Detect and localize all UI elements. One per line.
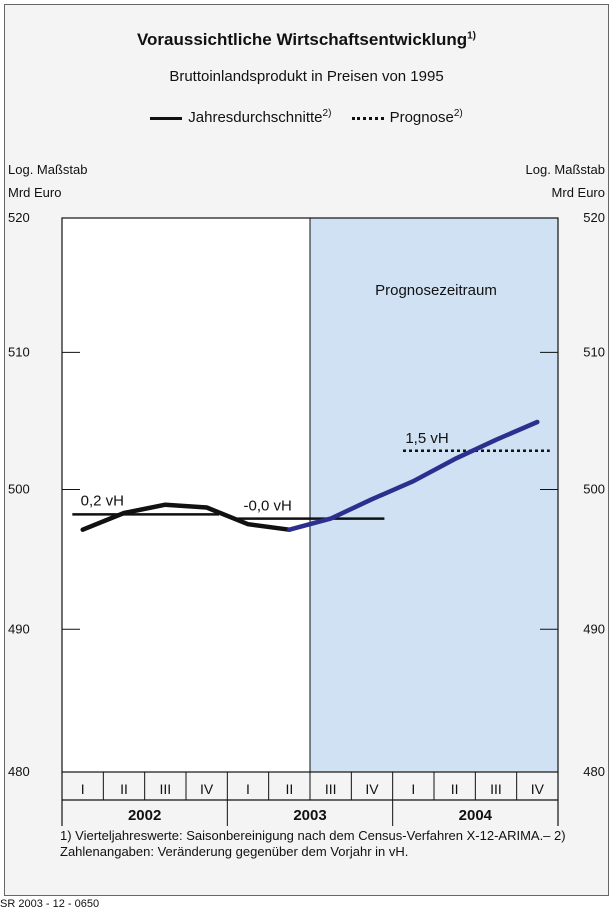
y-tick-label-left: 480 — [8, 764, 30, 779]
legend-solid-line-icon — [150, 116, 183, 120]
x-tick-label-quarter: I — [246, 781, 250, 797]
annual-average-label: -0,0 vH — [243, 498, 291, 515]
x-tick-label-year: 2003 — [293, 807, 326, 824]
y-tick-label-left: 490 — [8, 621, 30, 636]
legend-dotted-label: Prognose — [389, 109, 454, 126]
y-tick-label-right: 520 — [583, 210, 605, 225]
annual-average-label: 1,5 vH — [405, 430, 448, 447]
forecast-region-label: Prognosezeitraum — [375, 282, 497, 299]
x-tick-label-quarter: II — [285, 781, 293, 797]
chart-subtitle: Bruttoinlandsprodukt in Preisen von 1995 — [169, 68, 444, 85]
series-line-actual — [80, 502, 292, 532]
x-tick-label-quarter: III — [325, 781, 337, 797]
x-tick-label-quarter: IV — [531, 781, 545, 797]
y-tick-label-right: 490 — [583, 621, 605, 636]
source-code: SR 2003 - 12 - 0650 — [0, 898, 100, 910]
x-tick-label-quarter: III — [490, 781, 502, 797]
y-tick-label-left: 520 — [8, 210, 30, 225]
right-axis-scale-label: Log. Maßstab — [525, 162, 606, 177]
legend-dotted-line-icon — [351, 116, 384, 120]
series-line-forecast — [287, 419, 540, 532]
x-tick-label-quarter: II — [451, 781, 459, 797]
legend: Jahresdurchschnitte2) Prognose2) — [0, 108, 613, 126]
x-tick-label-year: 2002 — [128, 807, 161, 824]
footnote: 1) Vierteljahreswerte: Saisonbereinigung… — [60, 828, 566, 859]
y-tick-label-right: 500 — [583, 481, 605, 496]
y-tick-label-right: 510 — [583, 344, 605, 359]
left-axis-scale-label: Log. Maßstab — [8, 162, 88, 177]
left-axis-unit-label: Mrd Euro — [8, 185, 62, 200]
y-tick-label-left: 510 — [8, 344, 30, 359]
x-tick-label-quarter: IV — [200, 781, 214, 797]
x-tick-label-quarter: IV — [365, 781, 379, 797]
x-tick-label-quarter: I — [81, 781, 85, 797]
x-tick-label-year: 2004 — [459, 807, 493, 824]
right-axis-unit-label: Mrd Euro — [551, 185, 605, 200]
x-tick-label-quarter: I — [411, 781, 415, 797]
chart-title: Voraussichtliche Wirtschaftsentwicklung1… — [136, 30, 477, 49]
y-tick-label-right: 480 — [583, 764, 605, 779]
x-tick-label-quarter: III — [159, 781, 171, 797]
x-tick-label-quarter: II — [120, 781, 128, 797]
y-tick-label-left: 500 — [8, 481, 30, 496]
annual-average-label: 0,2 vH — [81, 492, 124, 509]
forecast-region — [310, 218, 558, 772]
legend-solid-label: Jahresdurchschnitte — [188, 109, 323, 126]
